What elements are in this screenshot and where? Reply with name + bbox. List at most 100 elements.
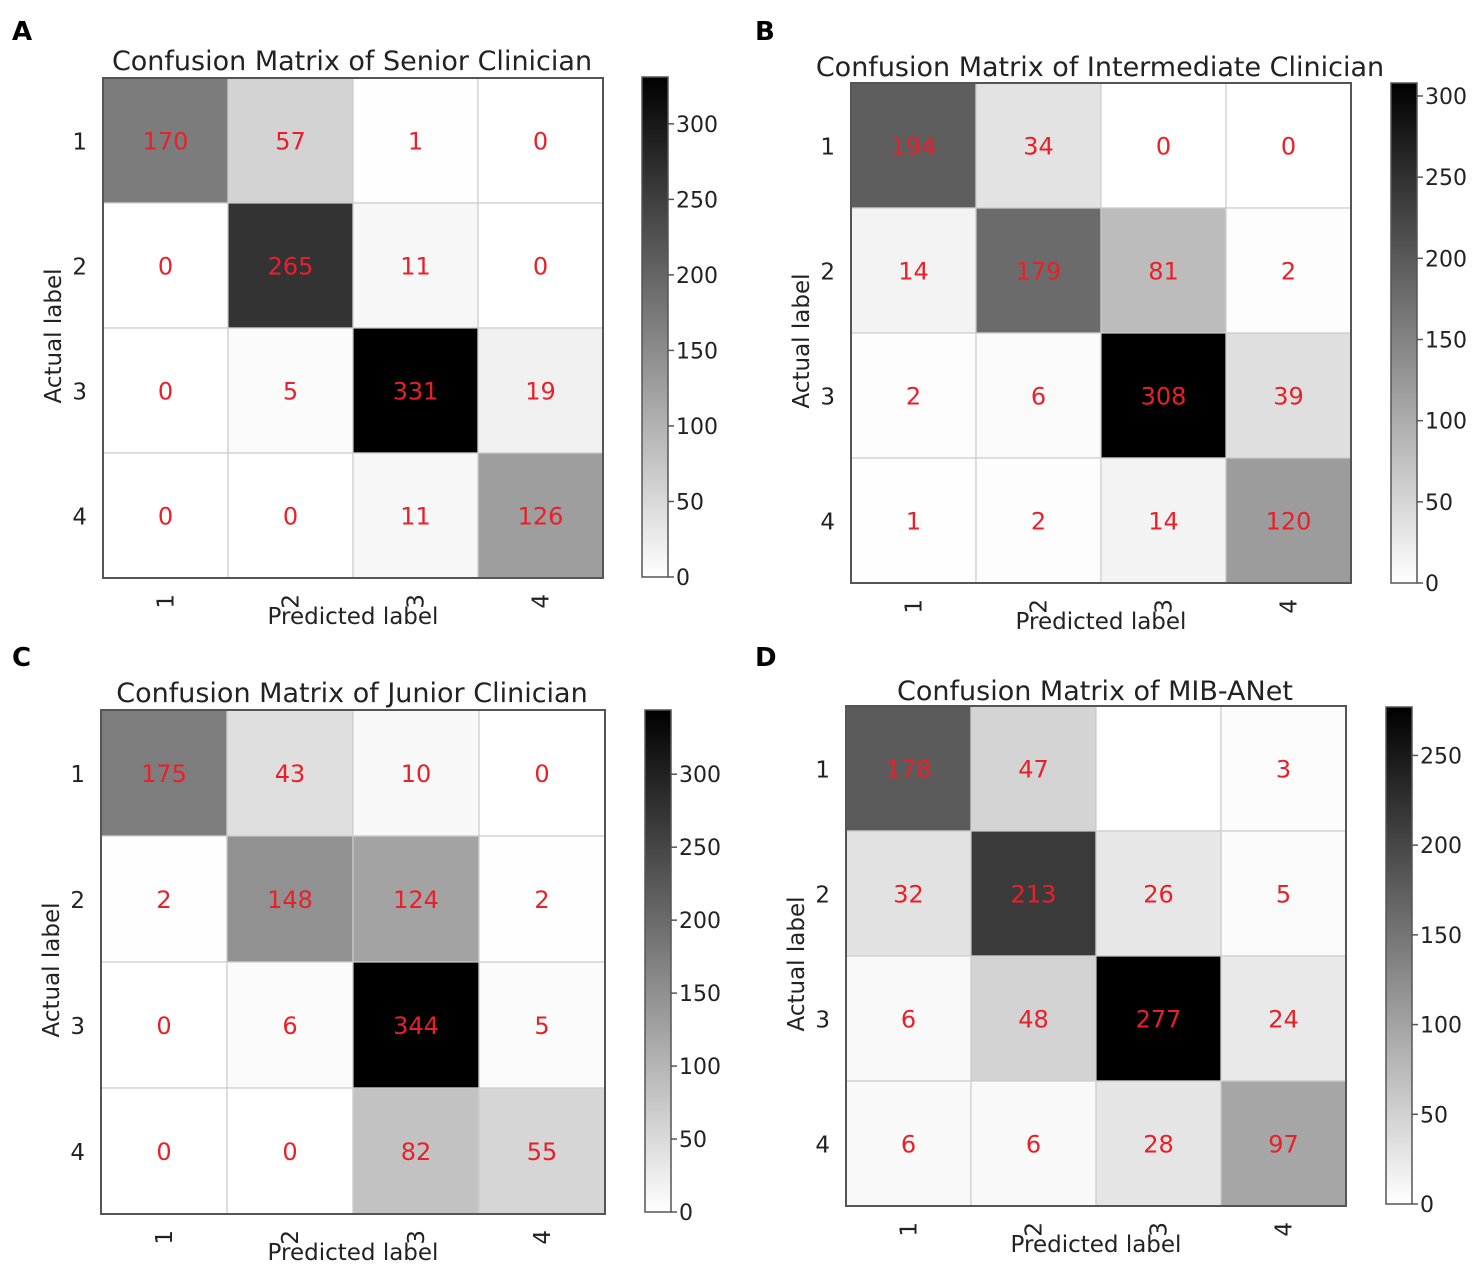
colorbar-tick-label: 0 [1425,572,1439,597]
matrix-cell [970,955,1097,1082]
matrix-cell [352,835,480,963]
matrix-cell [1220,1080,1347,1207]
cell-value: 6 [1031,383,1046,411]
x-tick-label: 2 [278,1230,304,1245]
x-axis-label: Predicted label [1011,1232,1182,1258]
chart-title: Confusion Matrix of Senior Clinician [112,46,592,77]
colorbar-tick-label: 150 [1420,924,1462,949]
y-tick-label: 4 [72,505,87,531]
y-tick-label: 3 [72,380,87,406]
matrix-cell [352,961,480,1089]
x-axis-label: Predicted label [1016,609,1187,635]
cell-value: 97 [1268,1131,1299,1159]
matrix-cell [1225,82,1352,209]
panel-letter: D [755,643,777,673]
cell-value: 55 [527,1138,558,1166]
matrix-cell [478,709,606,837]
matrix-cell [1220,830,1347,957]
cell-value: 126 [518,503,564,531]
cell-value: 178 [886,756,932,784]
y-axis-label: Actual label [784,897,810,1032]
cell-value: 6 [901,1006,916,1034]
panel-letter: C [12,643,31,673]
matrix-cell [477,77,604,204]
colorbar-tick-label: 100 [676,415,718,440]
cell-value: 34 [1023,133,1054,161]
panel-b: B Confusion Matrix of Intermediate Clinic… [755,17,1467,635]
colorbar-tick-label: 50 [1420,1103,1448,1128]
cell-value: 1 [906,508,921,536]
cell-value: 308 [1141,383,1187,411]
matrix-cell [352,1087,480,1215]
cell-value: 148 [267,886,313,914]
y-tick-label: 1 [70,762,85,788]
cell-value: 2 [1031,508,1046,536]
cell-value: 277 [1136,1006,1182,1034]
cell-value: 120 [1266,508,1312,536]
x-tick-label: 4 [530,1230,556,1245]
colorbar-tick-label: 250 [679,836,721,861]
colorbar-tick-label: 200 [1420,834,1462,859]
x-tick-label: 2 [279,594,305,609]
colorbar-tick-label: 150 [676,339,718,364]
cell-value: 14 [1148,508,1179,536]
colorbar-tick-label: 100 [1425,410,1467,435]
matrix-cell [1095,705,1222,832]
matrix-cell [226,835,354,963]
matrix-cell [850,457,977,584]
colorbar-tick-label: 50 [1425,491,1453,516]
cell-value: 19 [525,378,556,406]
cell-value: 2 [534,886,549,914]
matrix-cell [850,82,977,209]
cell-value: 5 [1276,881,1291,909]
matrix-cell [970,1080,1097,1207]
cell-value: 0 [156,1138,171,1166]
matrix-cell [226,1087,354,1215]
plot-frame [850,82,1352,584]
cell-value: 124 [393,886,439,914]
y-tick-label: 3 [70,1014,85,1040]
cell-value: 57 [275,128,306,156]
matrix-cell [100,961,228,1089]
colorbar-tick-label: 50 [679,1128,707,1153]
cell-value: 39 [1273,383,1304,411]
plot-frame [102,77,604,579]
colorbar-tick-label: 250 [676,188,718,213]
x-axis-label: Predicted label [268,1240,439,1266]
colorbar-tick-label: 0 [676,566,690,591]
matrix-cell [1225,457,1352,584]
matrix-cell [1100,332,1227,459]
y-tick-label: 1 [815,758,830,784]
cell-value: 0 [158,253,173,281]
x-tick-label: 2 [1027,599,1053,614]
x-tick-label: 4 [529,594,555,609]
colorbar-tick-label: 300 [676,113,718,138]
colorbar [1390,82,1418,584]
matrix-cell [850,207,977,334]
matrix-cell [1100,207,1227,334]
cell-value: 0 [158,503,173,531]
matrix-cell [102,77,229,204]
matrix-cell [1100,82,1227,209]
colorbar-tick-label: 50 [676,490,704,515]
cell-value: 0 [533,128,548,156]
y-tick-label: 2 [815,883,830,909]
colorbar-tick-label: 100 [1420,1014,1462,1039]
matrix-cell [102,202,229,329]
cell-value: 265 [268,253,314,281]
cell-value: 81 [1148,258,1179,286]
x-tick-label: 3 [404,1230,430,1245]
cell-value: 175 [141,760,187,788]
colorbar-tick-label: 300 [1425,85,1467,110]
colorbar-tick-label: 0 [1420,1193,1434,1218]
cell-value: 213 [1011,881,1057,909]
cell-value: 0 [283,503,298,531]
y-tick-label: 3 [815,1008,830,1034]
x-tick-label: 1 [897,1222,923,1237]
matrix-cell [1095,830,1222,957]
y-tick-label: 4 [70,1140,85,1166]
panel-a: A Confusion Matrix of Senior Clinician 170… [12,17,718,630]
y-tick-label: 2 [820,260,835,286]
panel-c: C Confusion Matrix of Junior Clinician 175… [12,643,721,1266]
